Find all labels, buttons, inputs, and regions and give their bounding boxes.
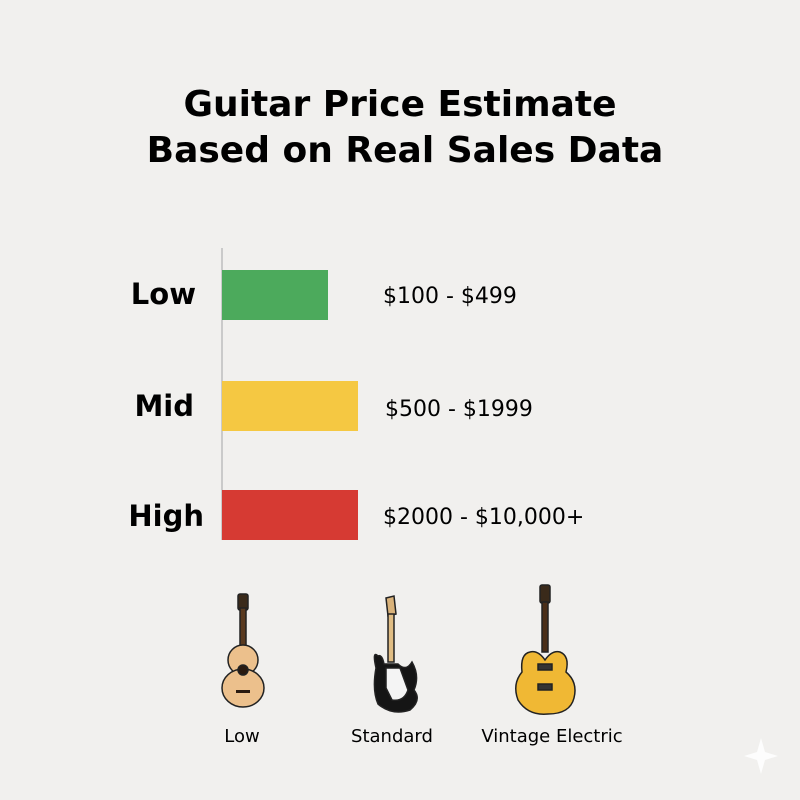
- icon-caption: Vintage Electric: [481, 726, 622, 747]
- price-bar: [222, 381, 358, 431]
- icon-caption: Standard: [351, 726, 433, 747]
- title-line: Guitar Price Estimate: [183, 84, 616, 125]
- price-bar: [222, 270, 328, 320]
- row-label: Mid: [134, 389, 194, 423]
- title-line: Based on Real Sales Data: [147, 130, 664, 171]
- vintage-guitar-icon: [515, 584, 576, 715]
- price-bar: [222, 490, 358, 540]
- watermark: [744, 738, 778, 774]
- electric-guitar-icon: [373, 595, 418, 713]
- row-label: Low: [131, 277, 196, 311]
- price-range: $2000 - $10,000+: [383, 505, 584, 530]
- row-label: High: [128, 499, 204, 533]
- price-range: $500 - $1999: [385, 397, 533, 422]
- icon-caption: Low: [224, 726, 259, 747]
- acoustic-guitar-icon: [221, 593, 265, 708]
- price-range: $100 - $499: [383, 284, 517, 309]
